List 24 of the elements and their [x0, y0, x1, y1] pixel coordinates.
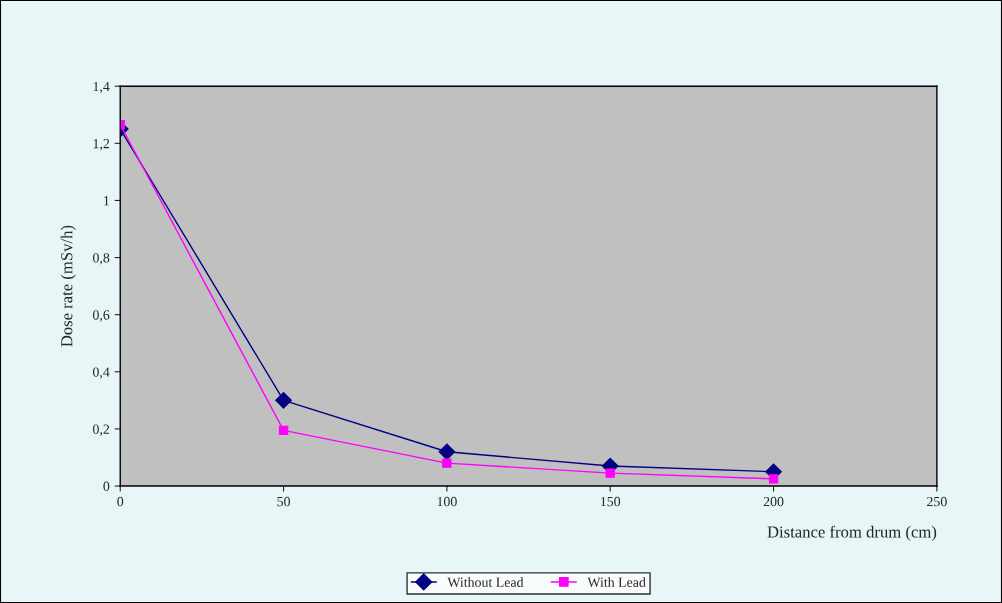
y-tick-label: 0	[103, 481, 110, 491]
x-tick-label: 100	[437, 496, 457, 507]
x-tick-label: 150	[601, 496, 621, 507]
x-tick-label: 250	[927, 496, 947, 507]
point	[438, 443, 456, 461]
y-tick-label: 1,4	[93, 81, 110, 94]
legend-label: Without Lead	[447, 577, 524, 588]
x-tick-label: 200	[763, 496, 784, 507]
y-axis-title: Dose rate (mSv/h)	[60, 225, 76, 347]
point	[275, 391, 292, 409]
y-tick-label: 0,6	[92, 310, 110, 322]
x-tick-label: 50	[277, 496, 290, 507]
point	[768, 474, 779, 484]
point	[442, 458, 452, 468]
y-tick-label: 1	[104, 196, 109, 206]
legend-label: With Lead	[587, 577, 646, 588]
y-tick-label: 1,2	[93, 138, 110, 151]
x-tick-label: 0	[117, 496, 124, 507]
y-tick-label: 0,2	[92, 424, 110, 436]
x-axis-title: Distance from drum (cm)	[767, 525, 937, 541]
y-tick-label: 0,4	[92, 367, 110, 379]
y-tick-label: 0,8	[92, 253, 110, 265]
point	[605, 468, 615, 478]
point	[278, 425, 289, 436]
